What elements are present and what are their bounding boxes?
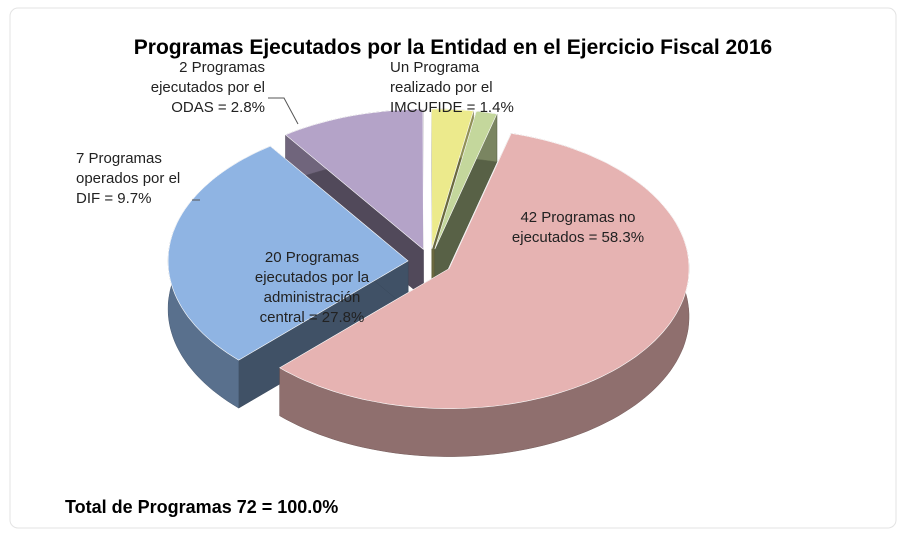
data-label-line: ODAS = 2.8% (171, 99, 265, 116)
slice (285, 109, 424, 251)
slice (167, 145, 409, 361)
data-label-line: operados por el (76, 170, 180, 187)
slice (279, 133, 690, 409)
data-label-line: 7 Programas (76, 150, 162, 167)
data-label-line: central = 27.8% (260, 309, 365, 326)
data-label-line: 42 Programas no (520, 209, 635, 226)
data-label-line: 2 Programas (179, 59, 265, 76)
data-label-line: Un Programa (390, 59, 480, 76)
data-label-line: 20 Programas (265, 249, 359, 266)
chart-title: Programas Ejecutados por la Entidad en e… (134, 36, 772, 59)
leader-line (268, 97, 299, 125)
slice (434, 110, 498, 250)
data-label: 2 Programas ejecutados por el ODAS = 2.8% (151, 59, 265, 116)
slice (431, 108, 474, 249)
data-label: 7 Programas operados por el DIF = 9.7% (76, 150, 180, 207)
data-label-line: realizado por el (390, 79, 493, 96)
slice-group (279, 133, 690, 457)
slice-group (434, 110, 498, 298)
data-label-line: ejecutados = 58.3% (512, 229, 644, 246)
data-label-line: administración (264, 289, 361, 306)
data-label: 42 Programas no ejecutados = 58.3% (512, 209, 644, 246)
data-label: 20 Programas ejecutados por la administrac… (255, 249, 370, 326)
data-label-line: DIF = 9.7% (76, 190, 151, 207)
data-label-line: IMCUFIDE = 1.4% (390, 99, 514, 116)
data-label: Un Programa realizado por el IMCUFIDE = 1.… (390, 59, 514, 116)
data-label-line: ejecutados por la (255, 269, 370, 286)
data-label-line: ejecutados por el (151, 79, 265, 96)
total-label: Total de Programas 72 = 100.0% (65, 497, 338, 517)
